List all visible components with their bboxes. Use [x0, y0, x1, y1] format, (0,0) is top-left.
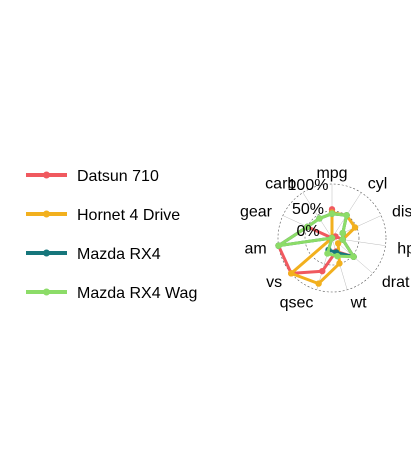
axis-label-drat: drat — [382, 274, 410, 291]
point-1-vs — [287, 270, 295, 277]
point-3-am — [275, 242, 282, 249]
legend-item-1: Hornet 4 Drive — [26, 207, 180, 224]
legend: Datsun 710 Hornet 4 Drive Mazda RX4 Mazda R… — [26, 168, 197, 302]
grid-ring-1 — [304, 210, 360, 266]
point-3-vs — [328, 234, 336, 242]
point-0-qsec — [319, 267, 326, 275]
axis-label-qsec: qsec — [280, 294, 314, 311]
axis-label-cyl: cyl — [368, 176, 388, 193]
point-3-cyl — [343, 212, 350, 219]
axis-label-hp: hp — [397, 240, 411, 257]
grid-ring-2 — [277, 183, 387, 293]
point-3-qsec — [324, 250, 331, 257]
point-3-drat — [350, 253, 357, 260]
legend-label-1: Hornet 4 Drive — [77, 207, 180, 224]
legend-marker-3 — [43, 288, 50, 296]
point-3-mpg — [328, 210, 336, 217]
axis-spoke-carb — [302, 192, 333, 239]
legend-marker-1 — [43, 210, 50, 218]
axis-label-wt: wt — [350, 294, 368, 311]
point-3-hp — [339, 236, 346, 243]
legend-item-0: Datsun 710 — [26, 168, 159, 185]
point-3-wt — [334, 252, 341, 260]
point-3-carb — [316, 215, 323, 222]
grid-label-2: 100% — [288, 177, 329, 194]
point-1-wt — [336, 260, 343, 267]
axis-label-vs: vs — [266, 274, 282, 291]
series-3 — [275, 210, 357, 260]
axis-label-disp: disp — [392, 204, 411, 221]
grid-label-0: 0% — [296, 223, 319, 240]
axis-label-mpg: mpg — [316, 165, 347, 182]
point-1-qsec — [315, 280, 322, 287]
legend-label-2: Mazda RX4 — [77, 246, 161, 263]
axis-label-carb: carb — [265, 176, 296, 193]
grid-label-1: 50% — [292, 201, 324, 218]
legend-marker-2 — [43, 249, 50, 257]
legend-label-0: Datsun 710 — [77, 168, 159, 185]
legend-marker-0 — [43, 171, 50, 179]
point-1-disp — [351, 224, 359, 231]
point-3-gear — [304, 223, 311, 230]
axis-label-gear: gear — [240, 204, 273, 221]
point-3-disp — [339, 229, 347, 237]
legend-item-3: Mazda RX4 Wag — [26, 285, 197, 302]
legend-label-3: Mazda RX4 Wag — [77, 285, 197, 302]
axis-label-am: am — [244, 240, 266, 257]
point-1-drat — [334, 240, 342, 247]
legend-item-2: Mazda RX4 — [26, 246, 161, 263]
series-layer — [275, 206, 359, 287]
